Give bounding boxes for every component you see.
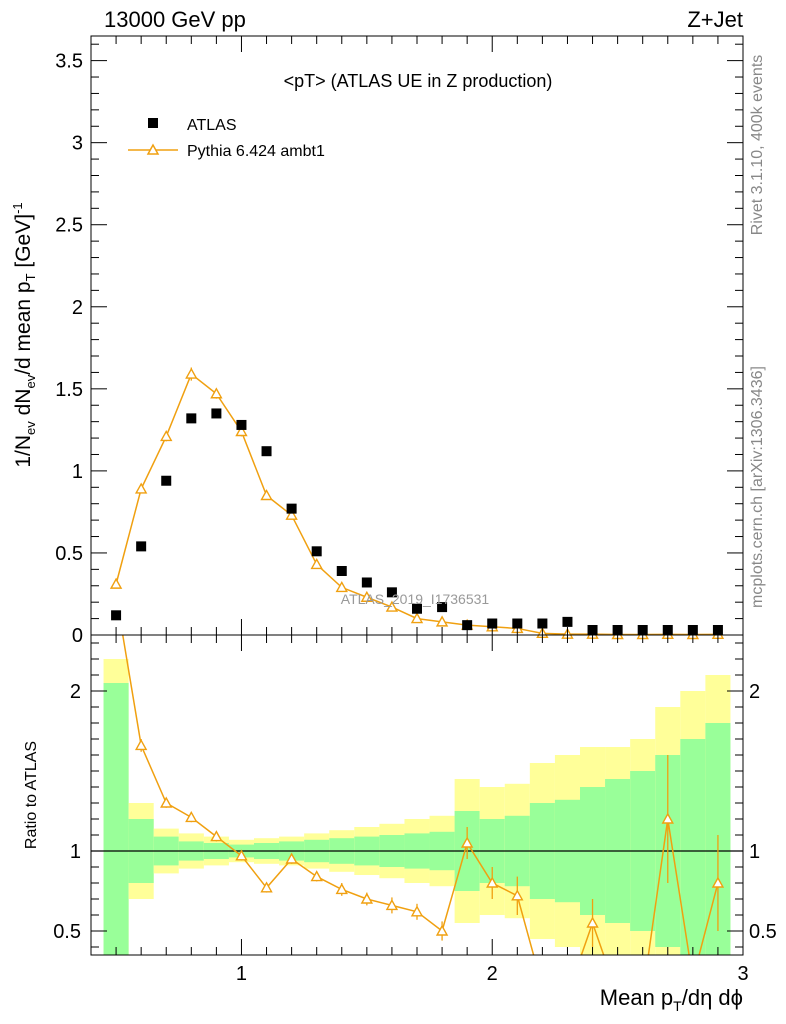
ratio-y-tick-label: 0.5 bbox=[53, 921, 81, 943]
ratio-mc-point bbox=[310, 870, 323, 882]
main-mc-point bbox=[435, 615, 449, 627]
ratio-y-tick-label-right: 2 bbox=[749, 681, 760, 703]
legend-pythia-label: Pythia 6.424 ambt1 bbox=[187, 143, 325, 160]
ratio-band-inner bbox=[680, 739, 706, 955]
main-data-point bbox=[562, 616, 573, 627]
main-data-point bbox=[361, 577, 372, 588]
main-panel: 0 0.5 1 1.5 2 2.5 3 3.5 <pT> (ATLAS UE in Z pro… bbox=[10, 35, 744, 647]
main-data-point bbox=[186, 413, 197, 424]
ratio-mc-point bbox=[360, 892, 374, 904]
ratio-mc-point bbox=[486, 876, 499, 888]
main-data-point bbox=[412, 603, 422, 614]
main-data-point bbox=[261, 446, 272, 457]
ratio-mc-point bbox=[460, 836, 474, 848]
main-data-point bbox=[211, 408, 222, 419]
main-data-point bbox=[136, 541, 147, 552]
legend: ATLAS Pythia 6.424 ambt1 bbox=[128, 117, 325, 160]
ratio-band-inner bbox=[103, 683, 129, 955]
ratio-y-tick-label-right: 1 bbox=[749, 841, 760, 863]
ratio-mc-point bbox=[661, 812, 674, 824]
ratio-y-ticks: 0.5 0.5 1 1 2 2 bbox=[53, 642, 777, 948]
ratio-mc-point bbox=[586, 916, 599, 928]
ratio-mc-point bbox=[435, 924, 449, 936]
main-mc-point bbox=[109, 577, 123, 589]
ratio-mc-point bbox=[711, 876, 725, 888]
main-mc-point bbox=[185, 367, 198, 379]
main-y-tick-label: 0 bbox=[72, 625, 83, 647]
x-tick-label: 1 bbox=[236, 963, 247, 985]
main-data-point bbox=[286, 503, 297, 514]
mcplots-label: mcplots.cern.ch [arXiv:1306.3436] bbox=[749, 366, 766, 608]
main-mc-point bbox=[410, 612, 424, 624]
ratio-mc-point bbox=[385, 898, 399, 911]
main-y-tick-label: 2.5 bbox=[55, 215, 83, 237]
main-y-tick-label: 3 bbox=[72, 133, 83, 155]
main-data-point bbox=[111, 610, 122, 621]
main-data-point bbox=[161, 475, 172, 486]
main-y-tick-label: 3.5 bbox=[55, 51, 83, 73]
ratio-mc-point bbox=[260, 881, 273, 893]
main-mc-point bbox=[385, 600, 399, 612]
main-data-point bbox=[437, 602, 448, 613]
ratio-mc-point bbox=[410, 905, 424, 917]
main-y-tick-label: 2 bbox=[72, 297, 83, 319]
main-data-point bbox=[311, 546, 322, 557]
ratio-mc-point bbox=[511, 889, 524, 901]
main-y-ticks: 0 0.5 1 1.5 2 2.5 3 3.5 bbox=[55, 43, 743, 647]
main-mc-point bbox=[210, 387, 223, 399]
header-right: Z+Jet bbox=[687, 7, 743, 32]
header-left: 13000 GeV pp bbox=[104, 7, 246, 32]
x-tick-label: 2 bbox=[487, 963, 498, 985]
x-axis-label: Mean pT/dη dϕ bbox=[600, 985, 743, 1014]
main-mc-point bbox=[285, 508, 298, 520]
main-mc-point bbox=[235, 425, 248, 437]
main-mc-point bbox=[310, 557, 323, 570]
main-data-point bbox=[236, 419, 247, 430]
ratio-mc-point bbox=[235, 849, 248, 861]
main-mc-point bbox=[335, 580, 348, 593]
ratio-y-tick-label: 1 bbox=[70, 841, 81, 863]
ratio-panel: 0.5 0.5 1 1 2 2 1 2 3 Ratio to ATLAS Mean pT/dη… bbox=[23, 36, 777, 1014]
ratio-y-tick-label: 2 bbox=[70, 681, 81, 703]
ratio-series-group bbox=[121, 635, 725, 955]
watermark: ATLAS_2019_I1736531 bbox=[341, 591, 490, 607]
main-data-point bbox=[386, 587, 397, 598]
x-ticks: 1 2 3 bbox=[90, 36, 749, 985]
legend-atlas-label: ATLAS bbox=[187, 117, 237, 134]
ratio-mc-point bbox=[285, 852, 298, 864]
main-y-tick-label: 0.5 bbox=[55, 543, 83, 565]
ratio-y-tick-label-right: 0.5 bbox=[749, 921, 777, 943]
main-y-tick-label: 1.5 bbox=[55, 379, 83, 401]
main-mc-point bbox=[360, 590, 374, 602]
main-y-tick-label: 1 bbox=[72, 461, 83, 483]
main-data-point bbox=[537, 618, 548, 629]
ratio-mc-point bbox=[210, 830, 223, 842]
ratio-mc-point bbox=[185, 810, 198, 823]
ratio-plot-content bbox=[91, 635, 743, 955]
rivet-label: Rivet 3.1.10, 400k events bbox=[749, 55, 766, 236]
ratio-mc-point bbox=[335, 882, 348, 895]
main-title: <pT> (ATLAS UE in Z production) bbox=[284, 71, 553, 91]
main-data-point bbox=[336, 565, 347, 576]
ratio-y-axis-label: Ratio to ATLAS bbox=[23, 741, 40, 849]
x-tick-label: 3 bbox=[737, 963, 748, 985]
main-mc-point bbox=[134, 482, 148, 494]
main-data-point bbox=[512, 618, 523, 629]
legend-atlas-marker bbox=[148, 118, 158, 128]
main-y-axis-label: 1/Nev dNev/d mean pT [GeV]-1 bbox=[10, 202, 38, 467]
ratio-mc-point bbox=[134, 738, 148, 751]
main-mc-point bbox=[260, 489, 273, 501]
legend-pythia-marker bbox=[146, 143, 160, 155]
main-data-point bbox=[462, 620, 473, 631]
ratio-mc-point bbox=[160, 796, 173, 808]
main-mc-point bbox=[160, 429, 173, 442]
